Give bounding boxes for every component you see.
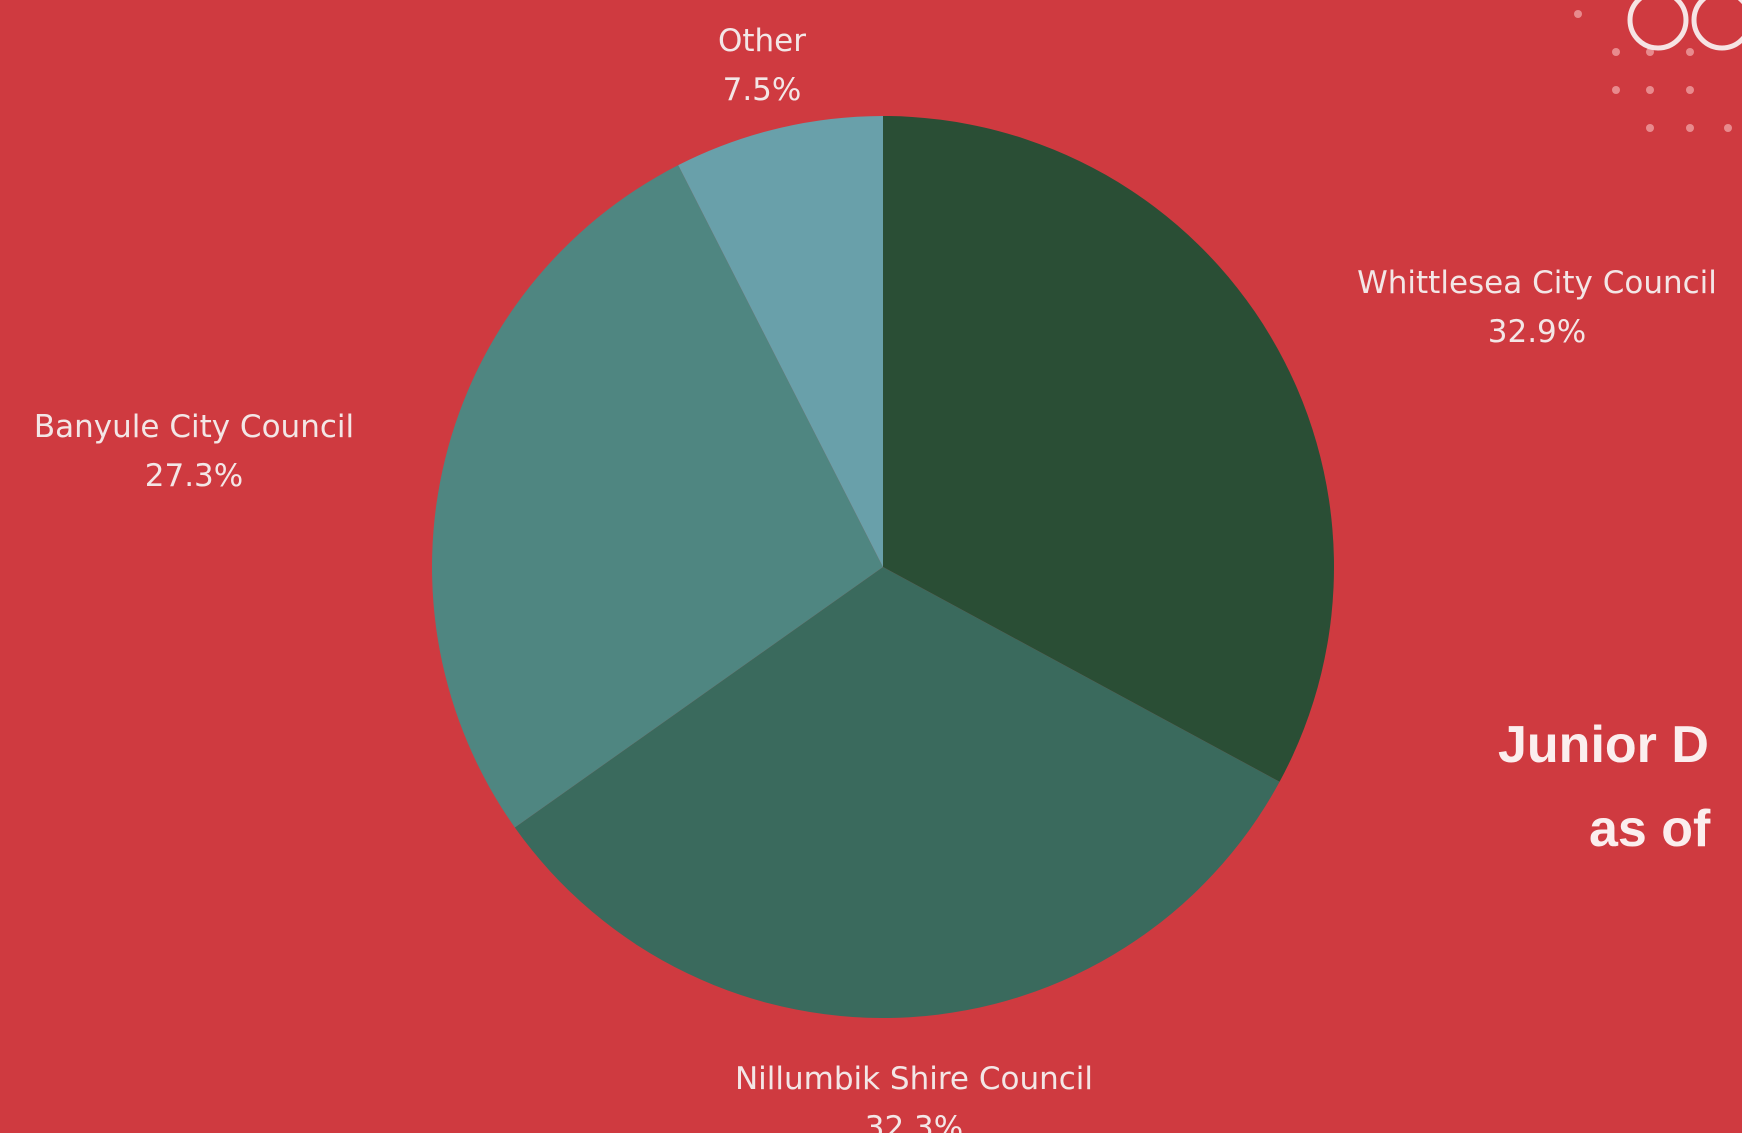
pie-slice — [431, 165, 883, 828]
pie-slice — [883, 116, 1335, 782]
slice-value-label: 27.3% — [145, 458, 243, 494]
decor-dots — [1574, 10, 1732, 132]
annotation: Junior D — [1498, 716, 1709, 774]
slice-label: Whittlesea City Council — [1357, 265, 1717, 301]
slice-value-label: 32.9% — [1488, 314, 1586, 350]
slice-value-label: 32.3% — [865, 1110, 963, 1133]
slice-label: Other — [718, 23, 806, 59]
slice-label: Nillumbik Shire Council — [735, 1061, 1093, 1097]
slice-value-label: 7.5% — [723, 72, 802, 108]
pie-slice — [514, 567, 1280, 1019]
slice-label: Banyule City Council — [34, 409, 354, 445]
pie — [431, 116, 1335, 1019]
logo-icon — [1627, 0, 1742, 51]
pie-slice — [678, 116, 883, 567]
annotation: as of — [1589, 800, 1711, 858]
